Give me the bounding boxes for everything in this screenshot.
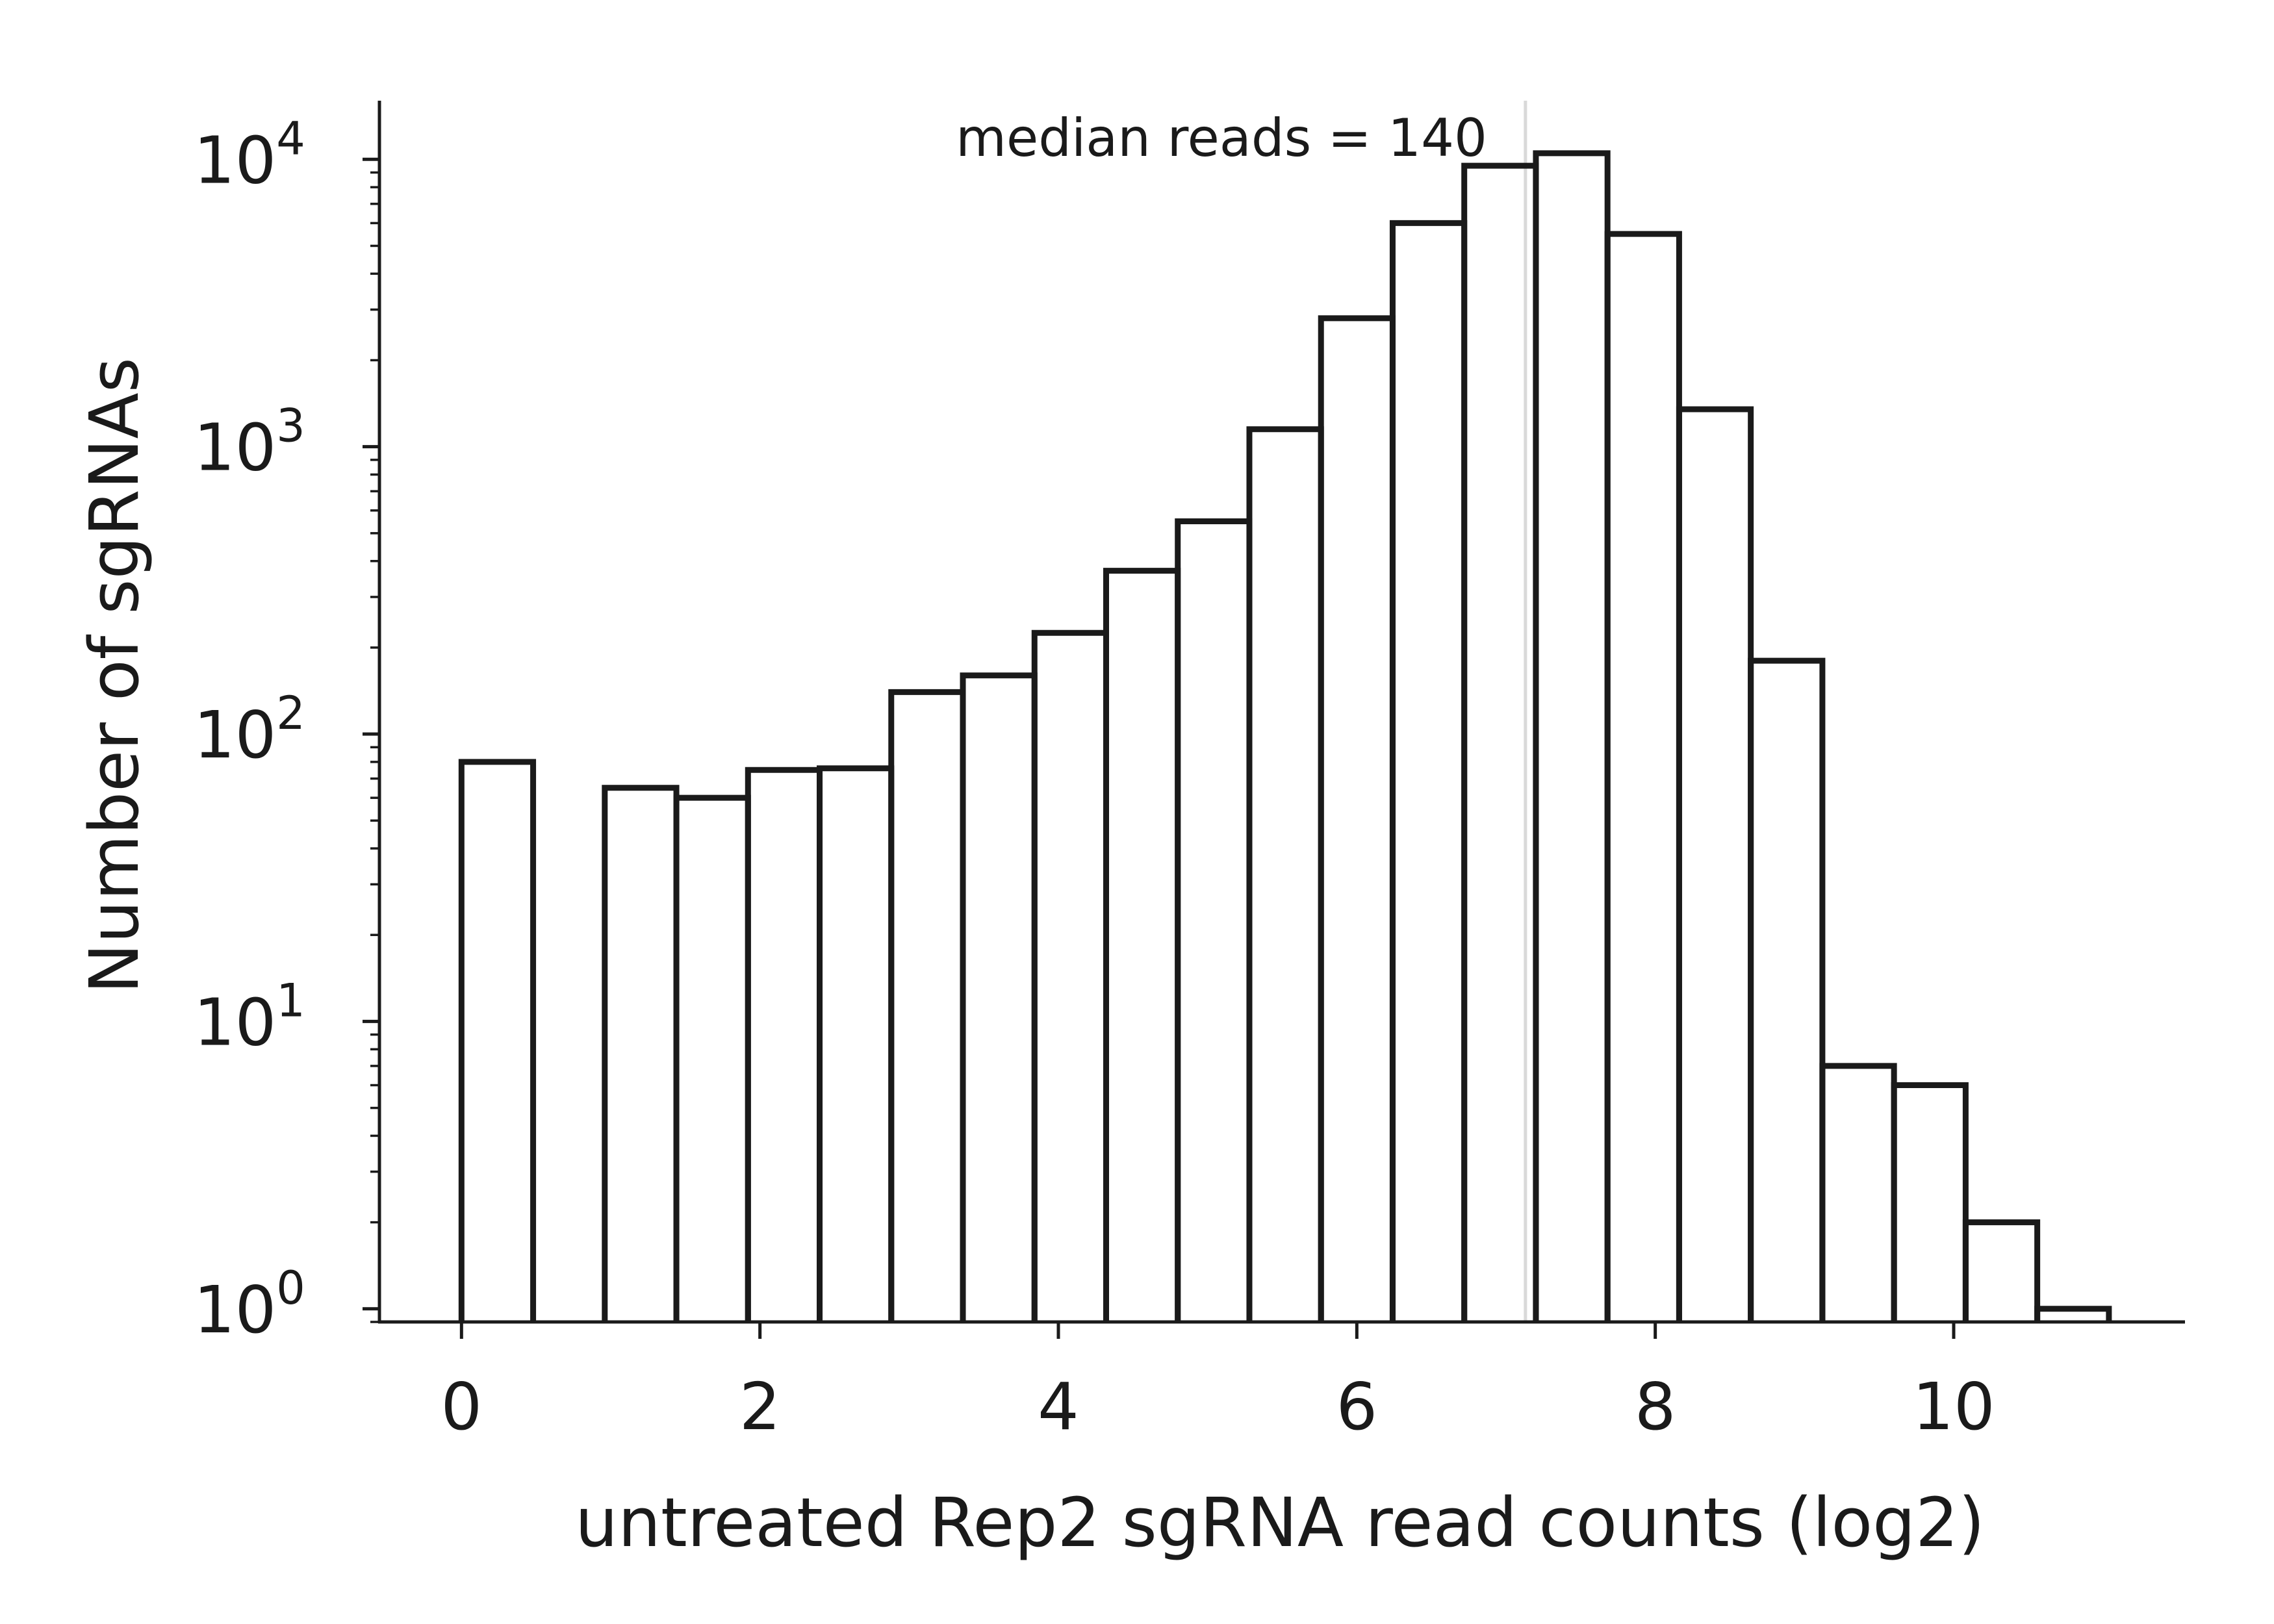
x-axis-label: untreated Rep2 sgRNA read counts (log2) <box>575 1483 1985 1562</box>
histogram-bar <box>1175 518 1253 1322</box>
y-tick-label: 100 <box>194 1262 305 1348</box>
histogram-bar <box>1246 426 1324 1322</box>
x-tick-label: 10 <box>1912 1369 1995 1445</box>
plot-area: 0 2 4 6 8 10 100 101 102 103 104 <box>194 101 2185 1445</box>
median-annotation: median reads = 140 <box>956 108 1487 168</box>
x-tick-label: 6 <box>1336 1369 1378 1445</box>
x-tick-label: 0 <box>441 1369 483 1445</box>
y-tick-label: 103 <box>194 400 305 486</box>
histogram-bar <box>2034 1306 2112 1322</box>
x-tick-label: 4 <box>1038 1369 1079 1445</box>
histogram-bar <box>1962 1219 2041 1322</box>
y-axis-label: Number of sgRNAs <box>75 357 154 994</box>
histogram-bar <box>1103 568 1181 1322</box>
y-tick-label: 101 <box>194 974 305 1060</box>
histogram-bar <box>1533 150 1611 1322</box>
histogram-bar <box>1748 657 1826 1322</box>
histogram-bar <box>745 767 823 1322</box>
y-tick-label: 102 <box>194 687 305 773</box>
histogram-bar <box>1604 231 1682 1322</box>
x-tick-label: 8 <box>1635 1369 1676 1445</box>
histogram-bar <box>888 689 966 1322</box>
histogram-bar <box>1676 406 1754 1322</box>
histogram-bar <box>817 765 895 1322</box>
histogram-bar <box>1389 220 1468 1322</box>
histogram-bar <box>1819 1063 1897 1322</box>
histogram-bar <box>1318 315 1396 1322</box>
histogram-bar <box>960 672 1038 1322</box>
histogram-bar <box>673 794 751 1322</box>
y-tick-label: 104 <box>194 112 305 198</box>
histogram-bar <box>1031 629 1109 1322</box>
histogram-bar <box>458 759 537 1322</box>
x-tick-label: 2 <box>739 1369 781 1445</box>
histogram-bar <box>1891 1082 1969 1322</box>
histogram-bar <box>602 785 680 1322</box>
